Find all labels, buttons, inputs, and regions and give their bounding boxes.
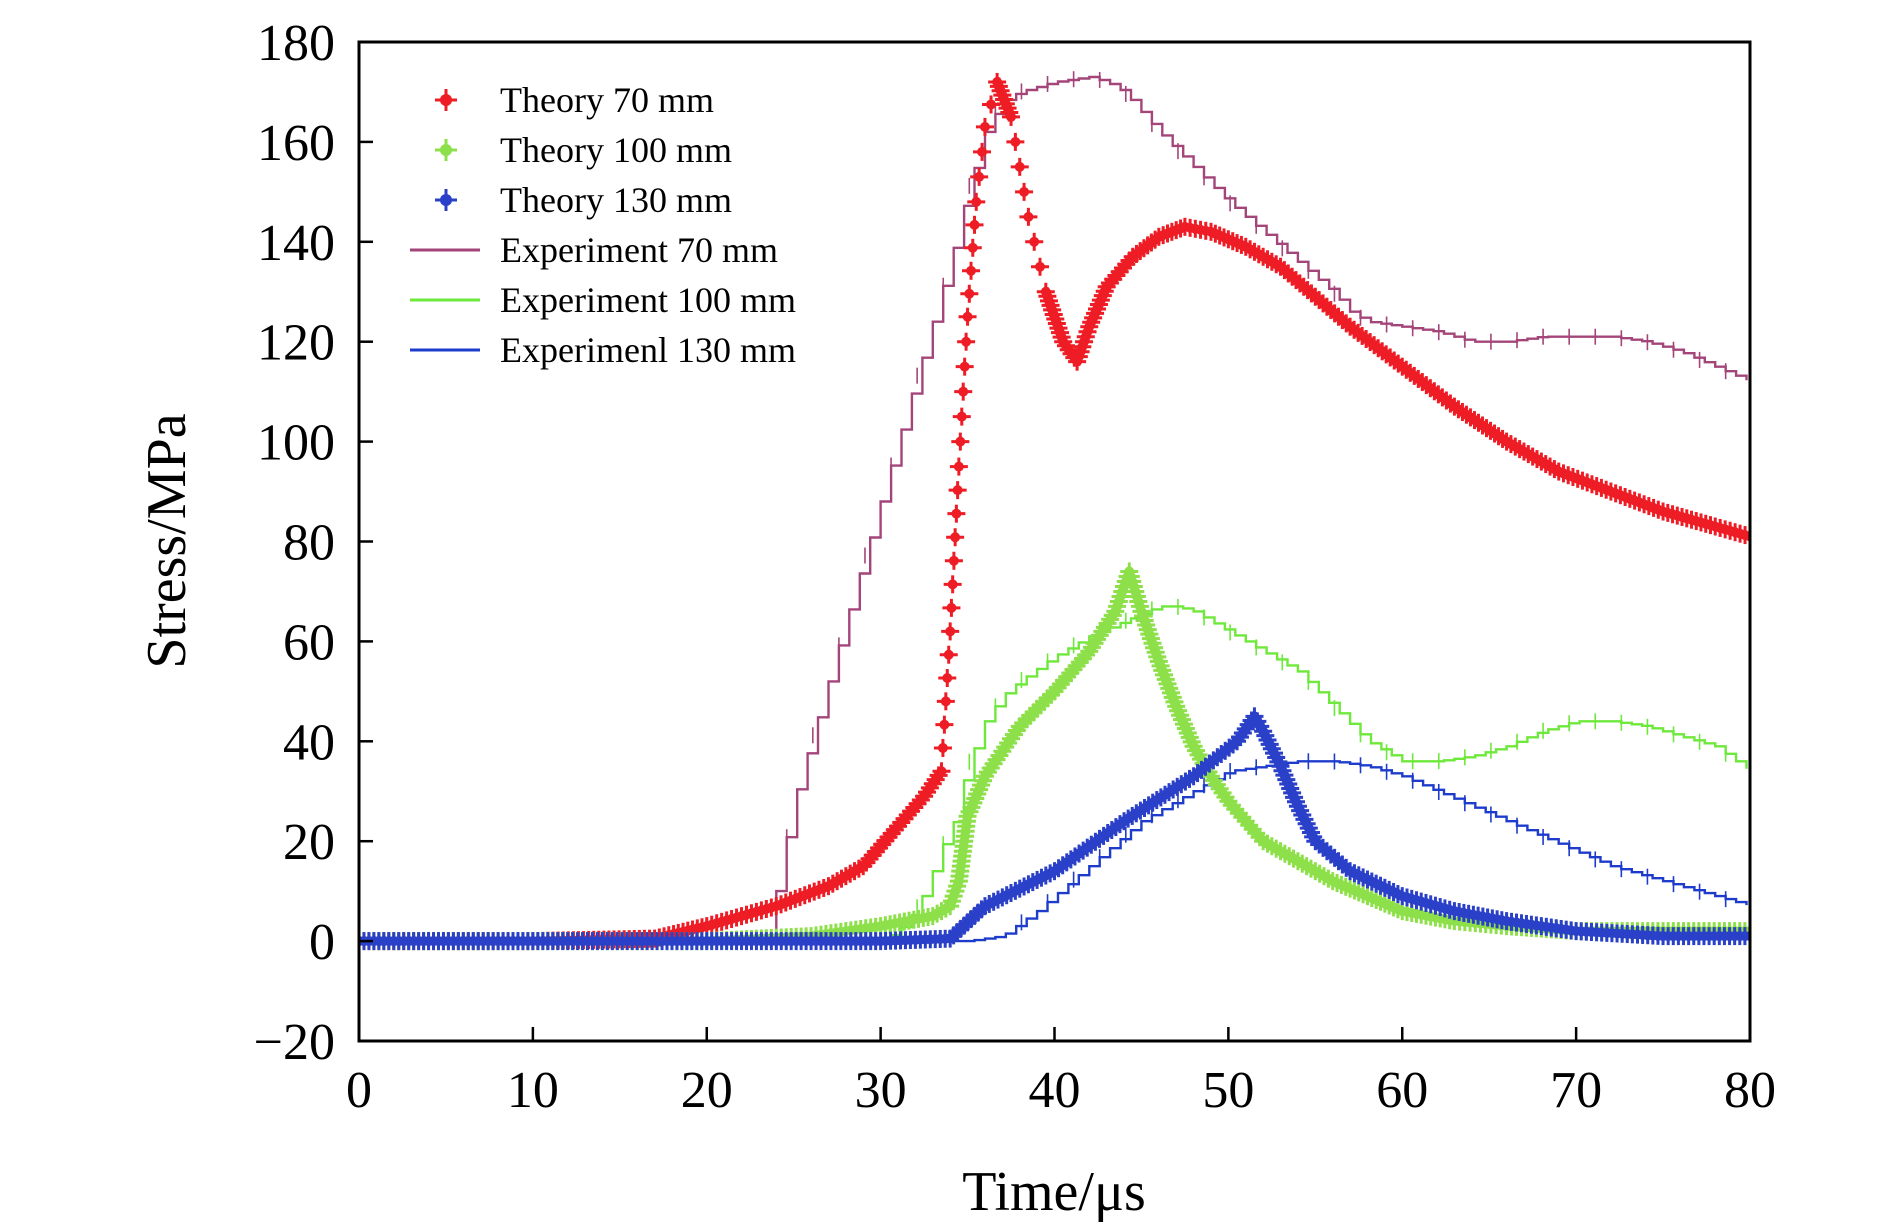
y-tick-label: 0 — [309, 914, 335, 971]
legend-label: Theory 100 mm — [500, 130, 732, 170]
series-marker — [975, 117, 994, 136]
x-axis-label: Time/μs — [962, 1161, 1146, 1223]
legend-item-theory-70-mm: Theory 70 mm — [435, 80, 714, 120]
series-marker — [938, 669, 957, 688]
series-marker — [957, 332, 976, 351]
series-marker — [952, 407, 971, 426]
y-tick-label: 80 — [283, 515, 335, 572]
series-marker — [1010, 157, 1029, 176]
y-tick-label: 40 — [283, 714, 335, 771]
legend-marker — [435, 89, 457, 111]
legend-item-theory-130-mm: Theory 130 mm — [435, 180, 732, 220]
legend-item-experimenl-130-mm: Experimenl 130 mm — [410, 330, 796, 370]
y-tick-label: 60 — [283, 614, 335, 671]
series-marker — [955, 357, 974, 376]
legend-item-experiment-70-mm: Experiment 70 mm — [410, 230, 778, 270]
legend-item-theory-100-mm: Theory 100 mm — [435, 130, 732, 170]
x-tick-label: 50 — [1202, 1062, 1254, 1119]
series-experiment-100-mm — [359, 598, 1748, 944]
legend-label: Experiment 100 mm — [500, 280, 796, 320]
y-tick-label: 180 — [257, 15, 335, 72]
series-marker — [967, 192, 986, 211]
series-marker — [935, 715, 954, 734]
series-marker — [1019, 207, 1038, 226]
series-marker — [1015, 182, 1034, 201]
series-marker — [949, 457, 968, 476]
series-marker — [951, 432, 970, 451]
series-marker — [1006, 132, 1025, 151]
legend-label: Experimenl 130 mm — [500, 330, 796, 370]
series-marker — [943, 575, 962, 594]
series-experimenl-130-mm — [359, 753, 1748, 943]
series-theory-130-mm — [359, 707, 1750, 951]
x-tick-label: 0 — [346, 1062, 372, 1119]
y-tick-label: −20 — [254, 1014, 335, 1071]
legend-item-experiment-100-mm: Experiment 100 mm — [410, 280, 796, 320]
x-tick-label: 70 — [1550, 1062, 1602, 1119]
series-marker — [962, 261, 981, 280]
series-marker — [960, 284, 979, 303]
series-marker — [933, 738, 952, 757]
series-marker — [946, 528, 965, 547]
x-tick-label: 30 — [855, 1062, 907, 1119]
legend-label: Experiment 70 mm — [500, 230, 778, 270]
series-marker — [958, 307, 977, 326]
series-marker — [941, 622, 960, 641]
x-tick-label: 20 — [681, 1062, 733, 1119]
y-tick-label: 120 — [257, 315, 335, 372]
series-marker — [963, 238, 982, 257]
y-tick-label: 20 — [283, 814, 335, 871]
series-marker — [936, 692, 955, 711]
series-marker — [948, 481, 967, 500]
y-axis-label: Stress/MPa — [136, 413, 198, 668]
series-marker — [973, 142, 992, 161]
y-tick-label: 100 — [257, 415, 335, 472]
legend: Theory 70 mm Theory 100 mm Theory 130 mm Ex… — [410, 80, 796, 370]
series-marker — [939, 645, 958, 664]
y-tick-label: 140 — [257, 215, 335, 272]
series-marker — [1002, 107, 1021, 126]
legend-label: Theory 70 mm — [500, 80, 714, 120]
x-tick-label: 60 — [1376, 1062, 1428, 1119]
series-line — [359, 605, 1748, 943]
x-tick-label: 80 — [1724, 1062, 1776, 1119]
legend-label: Theory 130 mm — [500, 180, 732, 220]
legend-marker — [435, 189, 457, 211]
series-layer — [359, 71, 1750, 951]
series-theory-100-mm — [359, 562, 1750, 951]
series-marker — [947, 504, 966, 523]
series-marker — [942, 598, 961, 617]
x-tick-label: 10 — [507, 1062, 559, 1119]
y-tick-label: 160 — [257, 115, 335, 172]
series-marker — [1025, 232, 1044, 251]
series-line — [359, 760, 1748, 943]
series-marker — [954, 382, 973, 401]
ticks-layer: 0 10 20 30 40 50 60 70 80−2002040608010012014016… — [254, 15, 1776, 1119]
series-marker — [932, 762, 951, 781]
series-marker — [944, 551, 963, 570]
x-tick-label: 40 — [1029, 1062, 1081, 1119]
legend-marker — [435, 139, 457, 161]
series-marker — [970, 167, 989, 186]
series-marker — [965, 215, 984, 234]
series-marker — [1031, 257, 1050, 276]
